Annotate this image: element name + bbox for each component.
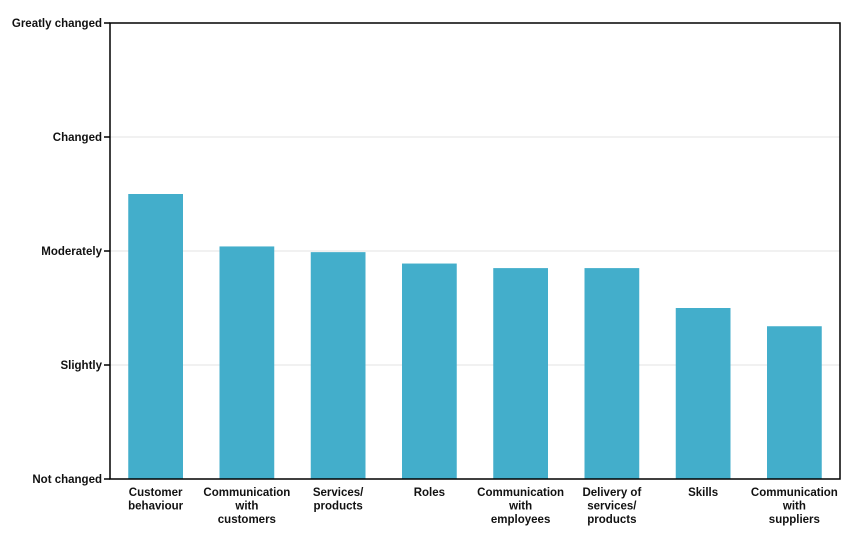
y-tick-label: Greatly changed [12,18,102,30]
x-tick-label: Roles [414,487,445,499]
bar [402,263,457,479]
x-tick-label-line: Communication [203,487,290,499]
x-tick-label-line: services/ [587,501,637,513]
x-tick-label-line: Services/ [313,487,364,499]
bar [767,326,822,479]
x-tick-label-line: products [587,514,636,526]
x-tick-label-line: customers [218,514,276,526]
x-tick-label-line: Communication [477,487,564,499]
x-tick-label-line: Communication [751,487,838,499]
x-tick-label: Customer behaviour [128,487,183,513]
y-tick-label: Slightly [60,360,102,372]
x-tick-label: Communication with employees [477,487,564,526]
bar [493,268,548,479]
x-tick-label-line: Delivery of [582,487,641,499]
x-tick-label: Delivery of services/products [582,487,641,526]
x-tick-label-line: with [508,501,532,513]
bar [310,252,366,479]
x-tick-label: Communication with suppliers [751,487,838,526]
x-tick-label-line: suppliers [769,514,820,526]
bar [219,246,275,479]
y-tick-label: Not changed [32,474,102,486]
x-tick-label-line: products [314,501,363,513]
x-tick-label-line: Roles [414,487,445,499]
x-tick-label-line: Customer [129,487,183,499]
y-axis-ticks: Not changed Slightly Moderately Changed Grea… [12,18,110,486]
x-tick-label: Communication with customers [203,487,290,526]
x-tick-label: Skills [688,487,718,499]
bar [584,268,640,479]
bar [128,194,183,479]
x-tick-label-line: Skills [688,487,718,499]
bar [675,308,731,479]
x-tick-label-line: with [234,501,258,513]
x-tick-label-line: behaviour [128,501,183,513]
bars [128,194,822,479]
y-tick-label: Moderately [41,246,102,258]
x-tick-label-line: with [782,501,806,513]
x-tick-label: Services/products [313,487,364,513]
x-tick-label-line: employees [491,514,550,526]
y-tick-label: Changed [53,132,102,144]
